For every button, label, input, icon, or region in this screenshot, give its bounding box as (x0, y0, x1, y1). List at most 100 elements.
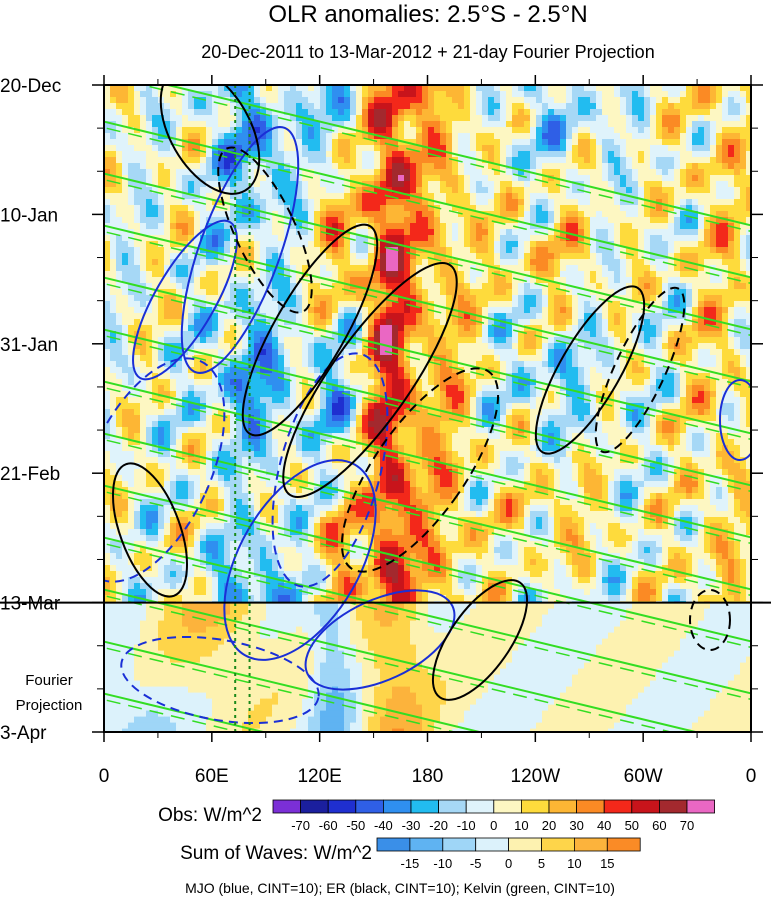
obs-cell (644, 217, 651, 224)
obs-cell (200, 115, 207, 122)
obs-cell (596, 127, 603, 134)
obs-cell (182, 181, 189, 188)
obs-cell (314, 121, 321, 128)
obs-cell (686, 145, 693, 152)
obs-cell (278, 241, 285, 248)
obs-cell (182, 205, 189, 212)
obs-cell (134, 343, 141, 350)
obs-cell (470, 205, 477, 212)
obs-cell (362, 121, 369, 128)
obs-cell (164, 151, 171, 158)
obs-cell (596, 277, 603, 284)
obs-cell (668, 103, 675, 110)
obs-cell (200, 85, 207, 92)
obs-cell (596, 223, 603, 230)
obs-cell (146, 295, 153, 302)
obs-cell (416, 211, 423, 218)
obs-cell (170, 319, 177, 326)
obs-cell (194, 205, 201, 212)
obs-cell (272, 277, 279, 284)
obs-cell (248, 259, 255, 266)
obs-cell (128, 151, 135, 158)
obs-cell (692, 331, 699, 338)
obs-cell (452, 211, 459, 218)
obs-cell (602, 139, 609, 146)
obs-cell (224, 223, 231, 230)
obs-cell (524, 187, 531, 194)
obs-cell (224, 349, 231, 356)
obs-cell (134, 319, 141, 326)
obs-cell (344, 97, 351, 104)
obs-cell (164, 277, 171, 284)
obs-cell (434, 349, 441, 356)
obs-cell (464, 253, 471, 260)
obs-cell (452, 97, 459, 104)
obs-cell (272, 133, 279, 140)
obs-cell (518, 85, 525, 92)
obs-cell (512, 205, 519, 212)
obs-cell (446, 301, 453, 308)
obs-cell (272, 121, 279, 128)
obs-cell (302, 325, 309, 332)
obs-cell (632, 271, 639, 278)
obs-cell (392, 235, 399, 242)
obs-cell (698, 133, 705, 140)
obs-cell (566, 295, 573, 302)
obs-cell (266, 343, 273, 350)
obs-cell (212, 319, 219, 326)
obs-cell (326, 181, 333, 188)
obs-cell (650, 283, 657, 290)
obs-cell (344, 265, 351, 272)
obs-cell (488, 139, 495, 146)
obs-cell (464, 355, 471, 362)
obs-cell (632, 295, 639, 302)
obs-cell (584, 169, 591, 176)
obs-cell (302, 205, 309, 212)
obs-cell (740, 283, 747, 290)
obs-cell (332, 211, 339, 218)
obs-cell (704, 307, 711, 314)
obs-cell (224, 295, 231, 302)
obs-cell (512, 283, 519, 290)
obs-cell (158, 331, 165, 338)
obs-cell (506, 211, 513, 218)
obs-cell (698, 175, 705, 182)
obs-cell (566, 211, 573, 218)
obs-cell (632, 235, 639, 242)
obs-cell (314, 103, 321, 110)
obs-cell (320, 265, 327, 272)
obs-cell (368, 133, 375, 140)
obs-cell (248, 271, 255, 278)
obs-cell (380, 301, 387, 308)
obs-cell (248, 247, 255, 254)
obs-cell (644, 85, 651, 92)
obs-cell (368, 355, 375, 362)
obs-cell (152, 223, 159, 230)
obs-cell (260, 121, 267, 128)
obs-cell (710, 163, 717, 170)
obs-cell (398, 283, 405, 290)
obs-cell (674, 259, 681, 266)
obs-cell (314, 277, 321, 284)
obs-cell (278, 211, 285, 218)
obs-cell (332, 163, 339, 170)
obs-cell (344, 139, 351, 146)
obs-cell (644, 139, 651, 146)
obs-cell (566, 181, 573, 188)
obs-cell (584, 283, 591, 290)
obs-cell (422, 127, 429, 134)
obs-cell (140, 115, 147, 122)
obs-cell (524, 259, 531, 266)
obs-cell (284, 139, 291, 146)
obs-cell (452, 337, 459, 344)
obs-cell (680, 109, 687, 116)
obs-cell (188, 175, 195, 182)
obs-cell (542, 265, 549, 272)
obs-cell (368, 331, 375, 338)
obs-cell (320, 199, 327, 206)
obs-cell (122, 181, 129, 188)
obs-cell (494, 217, 501, 224)
obs-cell (284, 181, 291, 188)
obs-cell (152, 103, 159, 110)
obs-cell (578, 169, 585, 176)
